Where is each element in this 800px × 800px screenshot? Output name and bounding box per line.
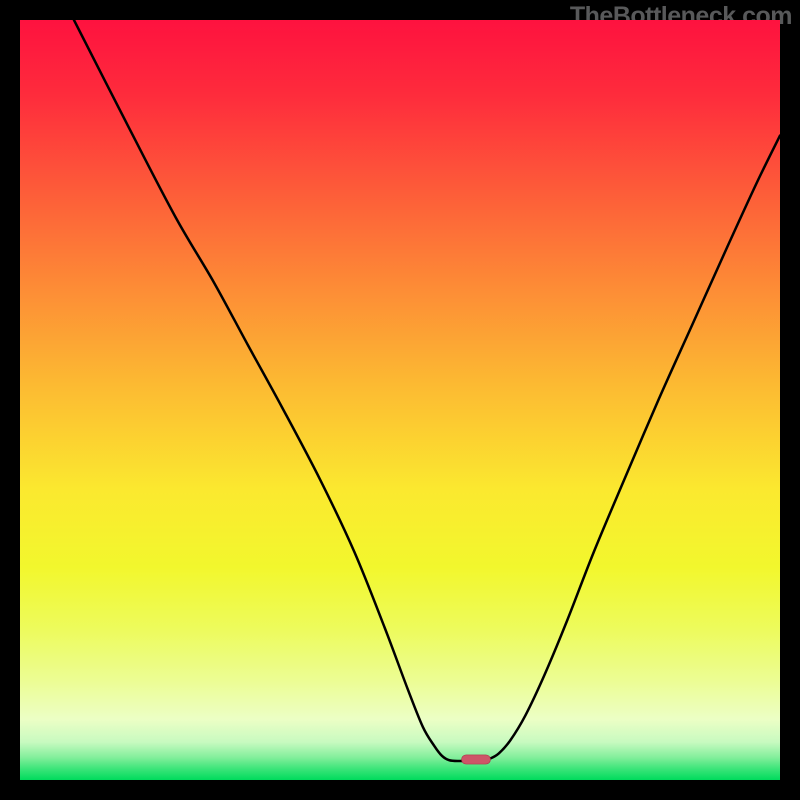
bottleneck-curve [74, 20, 780, 761]
chart-frame: TheBottleneck.com [0, 0, 800, 800]
plot-area [20, 20, 780, 780]
optimal-point-marker [462, 755, 491, 764]
bottleneck-curve-layer [20, 20, 780, 780]
